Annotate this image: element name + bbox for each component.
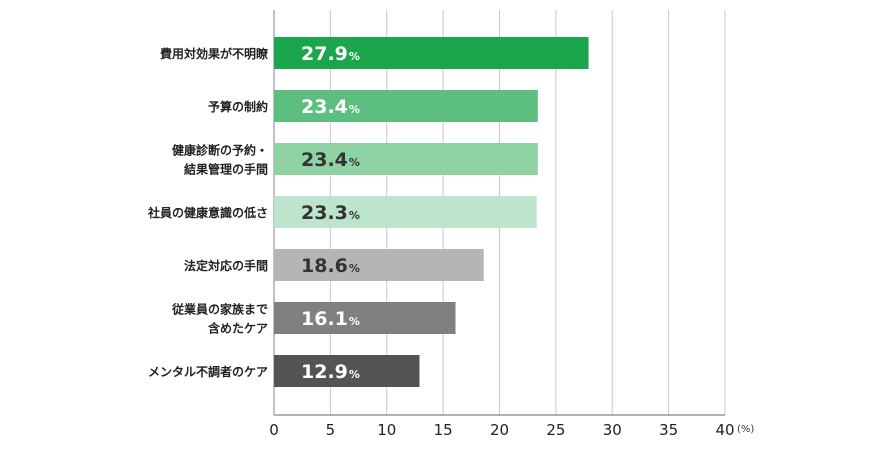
x-tick-label-0: 0 [269, 421, 279, 439]
data-label-4: 18.6% [301, 255, 360, 277]
category-label-3: 社員の健康意識の低さ [147, 205, 268, 220]
bar-2 [274, 143, 538, 175]
category-label-0: 費用対効果が不明瞭 [160, 46, 269, 61]
bar-3 [274, 196, 537, 228]
x-tick-label-15: 15 [434, 421, 453, 439]
bar-1 [274, 90, 538, 122]
x-tick-label-10: 10 [377, 421, 396, 439]
x-tick-label-25: 25 [546, 421, 565, 439]
x-tick-label-40: 40 [715, 421, 734, 439]
category-label-2-line1: 結果管理の手間 [184, 162, 268, 177]
bar-5 [274, 302, 456, 334]
category-label-5-line0: 従業員の家族まで [171, 302, 268, 317]
category-label-6: メンタル不調者のケア [148, 364, 268, 379]
data-label-1: 23.4% [301, 96, 360, 118]
category-labels: 費用対効果が不明瞭予算の制約健康診断の予約・結果管理の手間社員の健康意識の低さ法… [147, 46, 269, 379]
axis-unit-label: (%) [737, 424, 754, 435]
x-tick-label-35: 35 [659, 421, 678, 439]
x-tick-label-5: 5 [326, 421, 336, 439]
data-label-0: 27.9% [301, 43, 360, 65]
bar-0 [274, 37, 589, 69]
x-tick-label-20: 20 [490, 421, 509, 439]
category-label-1: 予算の制約 [208, 99, 268, 114]
data-label-3: 23.3% [301, 202, 360, 224]
data-label-2: 23.4% [301, 149, 360, 171]
bar-4 [274, 249, 484, 281]
category-label-5-line1: 含めたケア [208, 321, 268, 336]
data-label-5: 16.1% [301, 308, 360, 330]
x-axis: 0 5 10 15 20 25 30 35 40 [269, 414, 735, 439]
category-label-2-line0: 健康診断の予約・ [172, 143, 268, 158]
category-label-4: 法定対応の手間 [184, 258, 268, 273]
x-tick-label-30: 30 [603, 421, 622, 439]
data-label-6: 12.9% [301, 361, 360, 383]
bar-6 [274, 355, 420, 387]
bars [274, 37, 589, 387]
value-labels: 27.9% 23.4% 23.4% 23.3% 18.6% 16.1% 12.9% [299, 41, 362, 385]
